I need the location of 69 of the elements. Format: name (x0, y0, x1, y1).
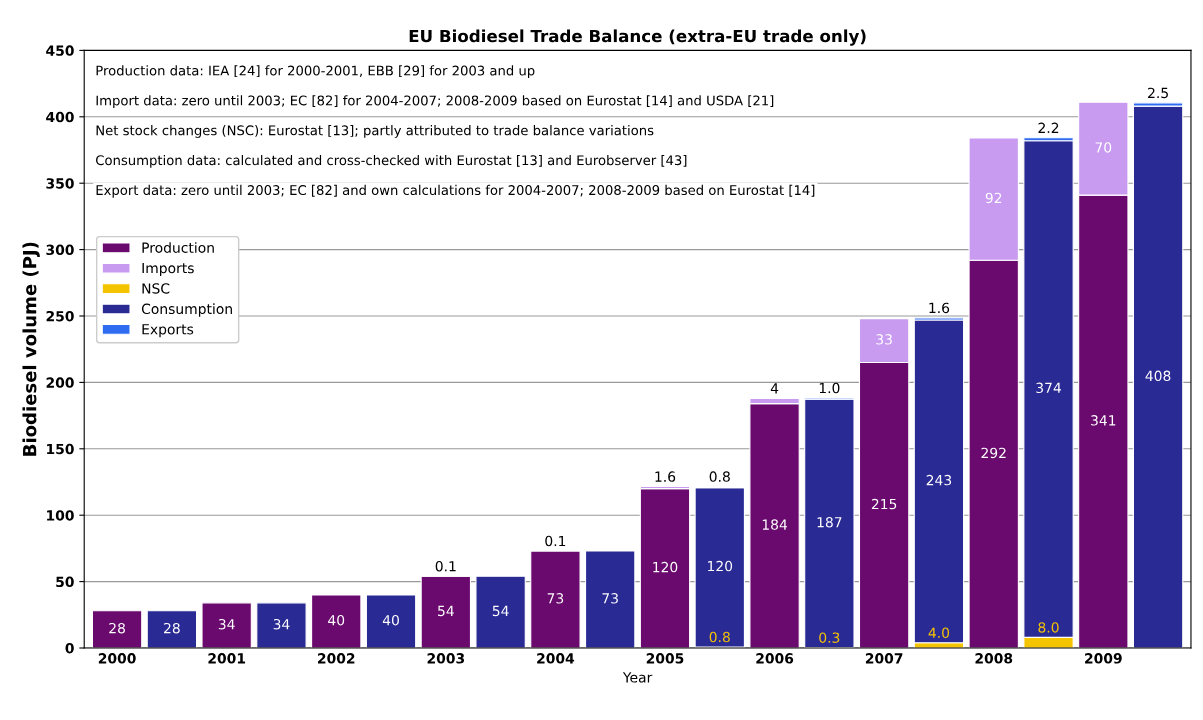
y-tick-label: 0 (65, 642, 74, 654)
data-label: 2.2 (1038, 122, 1059, 133)
x-tick-label: 2008 (975, 653, 1013, 664)
annotation: Export data: zero until 2003; EC [82] and own calculations for 2004-2007; 2008-2009 based on Eurostat [14] (96, 184, 815, 198)
data-label: 40 (328, 614, 345, 626)
y-tick-label: 100 (47, 510, 74, 521)
x-tick-label: 2003 (427, 653, 465, 664)
data-label: 120 (653, 561, 678, 573)
x-tick-label: 2006 (756, 653, 794, 664)
data-label: 28 (164, 622, 180, 634)
data-label: 187 (817, 516, 842, 528)
data-label: 33 (876, 334, 892, 345)
annotation: Consumption data: calculated and cross-checked with Eurostat [13] and Eurobserver [43] (96, 154, 687, 168)
x-tick-label: 2005 (646, 653, 684, 664)
data-label: 0.1 (435, 560, 456, 572)
data-label: 120 (708, 560, 733, 572)
data-label: 73 (547, 593, 564, 604)
data-label: 28 (109, 622, 125, 634)
data-label: 243 (926, 474, 952, 486)
y-tick-label: 200 (46, 377, 74, 388)
y-tick-label: 50 (56, 576, 74, 588)
x-tick-label: 2007 (865, 653, 903, 664)
data-label: 184 (762, 519, 788, 530)
y-tick-label: 350 (46, 178, 74, 189)
data-label: 0.8 (709, 471, 730, 482)
data-label: 70 (1095, 142, 1112, 153)
data-label: 34 (218, 618, 235, 630)
annotation: Production data: IEA [24] for 2000-2001, EBB [29] for 2003 and up (96, 65, 535, 79)
data-label: 34 (273, 618, 290, 630)
data-label: 215 (871, 498, 897, 510)
data-label: 4 (770, 383, 779, 394)
data-label: 1.0 (819, 382, 840, 394)
data-label: 73 (602, 593, 618, 604)
chart-title: EU Biodiesel Trade Balance (extra-EU trade only) (409, 29, 866, 46)
legend-label: Consumption (141, 303, 232, 317)
y-tick-label: 300 (46, 244, 74, 256)
x-tick-label: 2000 (98, 653, 136, 664)
annotation: Net stock changes (NSC): Eurostat [13]; partly attributed to trade balance variations (96, 125, 654, 138)
data-label: 54 (492, 605, 509, 617)
x-tick-label: 2001 (208, 653, 246, 664)
data-label: 1.6 (655, 471, 676, 482)
annotation: Import data: zero until 2003; EC [82] for 2004-2007; 2008-2009 based on Eurostat [14] and USDA [21] (96, 95, 774, 108)
data-label: 54 (438, 605, 454, 617)
data-label: 8.0 (1038, 622, 1059, 633)
data-label: 292 (981, 447, 1006, 459)
x-tick-label: 2002 (318, 653, 355, 664)
data-label: 0.1 (545, 535, 566, 547)
legend-label: Exports (142, 324, 194, 338)
data-label: 408 (1145, 370, 1171, 382)
data-label: 341 (1091, 415, 1116, 426)
data-label: 374 (1036, 382, 1061, 394)
y-tick-label: 400 (46, 111, 74, 123)
data-label: 92 (985, 192, 1002, 204)
y-tick-label: 150 (47, 443, 74, 455)
x-tick-label: 2009 (1085, 653, 1122, 664)
legend-label: Production (142, 242, 214, 253)
y-tick-label: 250 (46, 310, 74, 322)
data-label: 0.8 (709, 631, 730, 643)
data-label: 0.3 (819, 632, 840, 643)
data-label: 4.0 (928, 627, 950, 639)
legend-label: Imports (142, 262, 194, 277)
data-label: 40 (382, 614, 399, 626)
y-tick-label: 450 (46, 45, 74, 56)
x-axis-title: Year (622, 672, 653, 683)
x-tick-label: 2004 (537, 653, 575, 664)
data-label: 1.6 (929, 302, 950, 314)
y-axis-title: Biodiesel volume (PJ) (22, 242, 40, 456)
data-label: 2.5 (1148, 87, 1168, 99)
legend-label: NSC (142, 283, 170, 294)
